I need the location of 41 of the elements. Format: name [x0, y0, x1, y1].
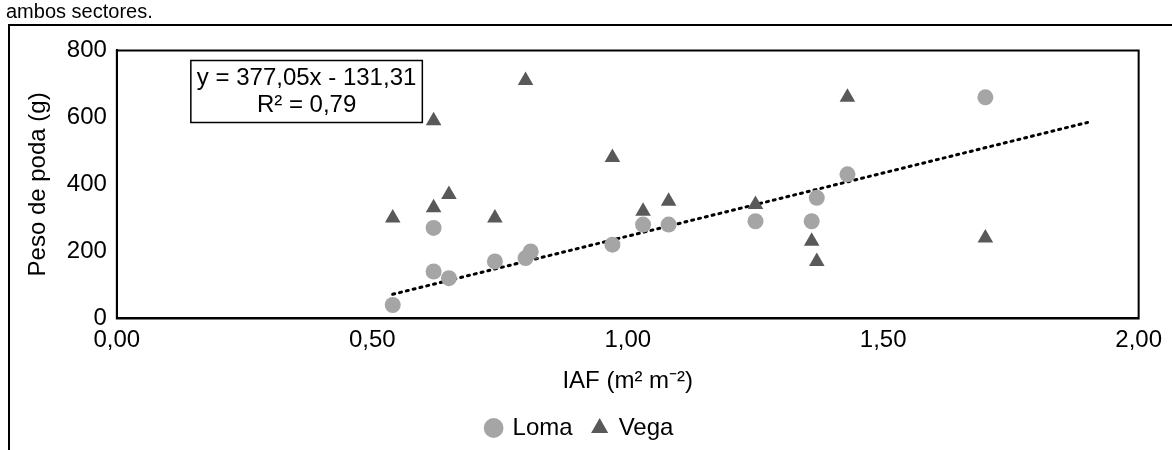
legend-label: Loma [512, 412, 574, 440]
point [384, 208, 401, 223]
y-tick-label: 600 [66, 102, 107, 130]
point [441, 185, 457, 199]
point [747, 195, 764, 209]
x-tick-label: 0,50 [348, 325, 396, 353]
point [517, 71, 534, 86]
x-tick-label: 1,00 [604, 325, 652, 353]
point [635, 216, 652, 233]
point [839, 88, 856, 102]
x-tick-label: 1,50 [859, 325, 907, 353]
point [977, 229, 994, 243]
point [635, 202, 651, 216]
point [440, 270, 457, 287]
x-axis-title: IAF (m² m⁻²) [562, 366, 694, 394]
point [425, 219, 442, 236]
point [803, 213, 820, 230]
y-tick-label: 200 [66, 236, 107, 264]
annotation: R² = 0,79 [256, 89, 357, 117]
text: ambos sectores. [6, 0, 153, 22]
point [808, 252, 825, 266]
point [486, 253, 503, 270]
point [425, 263, 442, 280]
point [747, 213, 764, 230]
y-tick-label: 400 [66, 169, 107, 197]
point [839, 166, 856, 183]
point [425, 111, 442, 126]
point [660, 216, 677, 233]
point [808, 189, 825, 206]
x-tick-label: 2,00 [1115, 325, 1162, 353]
point [384, 297, 401, 313]
point [604, 148, 621, 163]
point [425, 198, 442, 213]
annotation: y = 377,05x - 131,31 [196, 62, 417, 90]
legend-label: Vega [618, 412, 675, 440]
y-tick-label: 800 [66, 35, 107, 63]
point [803, 232, 820, 246]
point [604, 236, 621, 253]
point [487, 208, 503, 223]
point [660, 192, 677, 206]
y-axis-title: Peso de poda (g) [23, 92, 51, 277]
